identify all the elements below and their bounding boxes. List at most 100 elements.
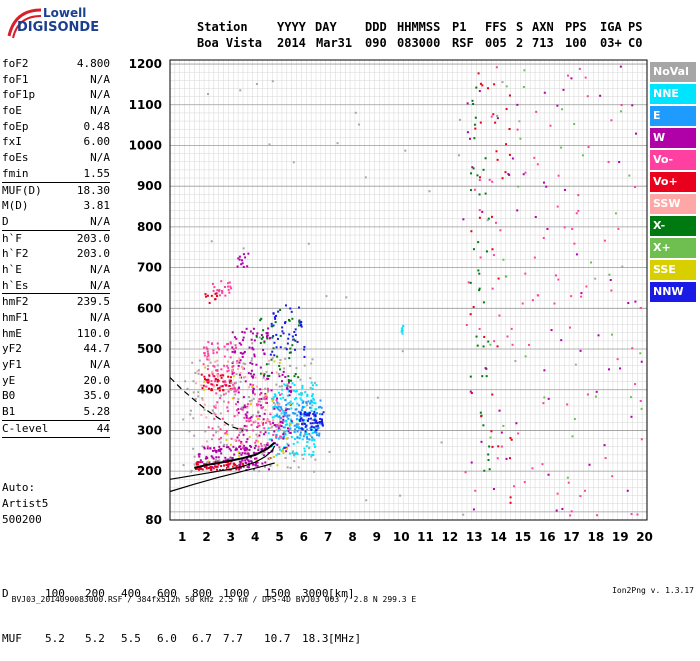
echo-point [195,462,198,465]
legend-entry: NNW [650,282,696,302]
echo-point [211,456,214,459]
echo-point [313,470,316,473]
echo-point [217,463,220,466]
artist-label: Artist5 [2,497,49,510]
echo-point [198,455,201,458]
echo-point [228,457,231,460]
echo-point [227,285,230,288]
echo-point [631,347,634,350]
echo-point [253,457,256,460]
echo-point [242,396,245,399]
echo-point [241,452,244,455]
echo-point [294,390,297,393]
echo-point [225,443,228,446]
echo-point [481,375,484,378]
echo-point [227,390,230,393]
echo-point [215,384,218,387]
echo-point [309,427,312,430]
echo-point [267,390,270,393]
echo-point [486,219,489,222]
param-value: 44.7 [83,342,111,356]
echo-point [225,464,228,467]
echo-point [216,342,219,345]
echo-point [274,394,277,397]
echo-point [566,403,569,406]
echo-point [478,176,481,179]
echo-point [276,355,279,358]
echo-point [207,341,210,344]
echo-point [303,345,306,348]
echo-point [616,358,619,361]
echo-point [561,108,564,111]
echo-point [213,375,216,378]
echo-point [586,393,589,396]
echo-point [215,451,218,454]
echo-point [314,421,317,424]
echo-point [466,102,469,105]
legend-entry: E [650,106,696,126]
echo-point [253,355,256,358]
echo-point [272,347,275,350]
echo-point [289,418,292,421]
echo-point [485,250,488,253]
echo-point [227,465,230,468]
x-tick-label: 12 [442,530,459,544]
echo-point [290,379,293,382]
echo-point [263,427,266,430]
echo-point [252,468,255,471]
echo-point [301,419,304,422]
echo-point [288,431,291,434]
echo-point [206,348,209,351]
echo-point [290,390,293,393]
echo-point [190,469,193,472]
echo-point [242,465,245,468]
echo-point [222,389,225,392]
echo-point [300,427,303,430]
echo-point [230,381,233,384]
echo-point [275,333,278,336]
echo-point [287,417,290,420]
echo-point [291,317,294,320]
echo-point [256,435,259,438]
echo-point [275,433,278,436]
echo-point [310,427,313,430]
echo-point [279,406,282,409]
header-value: RSF [452,36,474,50]
echo-point [251,390,254,393]
echo-point [271,350,274,353]
echo-point [225,432,228,435]
echo-point [265,363,268,366]
echo-point [241,331,244,334]
echo-point [278,403,281,406]
echo-point [631,104,634,107]
echo-point [242,265,245,268]
echo-point [296,414,299,417]
echo-point [469,375,472,378]
echo-point [498,314,501,317]
param-value: 18.30 [76,183,110,197]
echo-point [259,319,262,322]
legend-entry: X+ [650,238,696,258]
echo-point [231,372,234,375]
x-tick-label: 5 [275,530,283,544]
echo-point [308,412,311,415]
echo-point [282,437,285,440]
echo-point [500,445,503,448]
echo-point [218,438,221,441]
echo-point [230,287,233,290]
echo-point [237,451,240,454]
echo-point [488,468,491,471]
y-tick-label: 80 [145,513,162,527]
echo-point [547,397,550,400]
param-separator [2,229,110,231]
param-key: B1 [2,405,16,419]
echo-point [212,364,215,367]
echo-point [291,344,294,347]
echo-point [213,365,216,368]
echo-point [521,302,524,305]
echo-point [298,320,301,323]
echo-point [238,386,241,389]
echo-point [603,444,606,447]
echo-point [252,376,255,379]
